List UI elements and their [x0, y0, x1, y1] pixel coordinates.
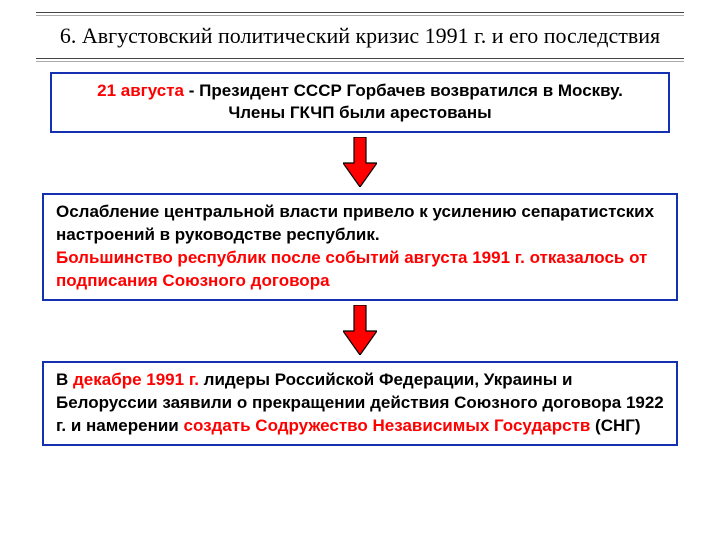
title-rule-top [36, 12, 684, 13]
title-rule-top-shadow [36, 15, 684, 16]
arrow-shape [343, 305, 377, 355]
box1-line1-rest: - Президент СССР Горбачев возвратился в … [184, 81, 623, 100]
box2-black: Ослабление центральной власти привело к … [56, 202, 654, 244]
box1-date: 21 августа [97, 81, 184, 100]
title-rule-bottom-shadow [36, 61, 684, 62]
box2-red: Большинство республик после событий авгу… [56, 248, 647, 290]
box1-line1: 21 августа - Президент СССР Горбачев воз… [64, 80, 656, 103]
down-arrow-icon [343, 137, 377, 187]
arrow-shape [343, 137, 377, 187]
down-arrow-icon [343, 305, 377, 355]
box-weakening: Ослабление центральной власти привело к … [42, 193, 678, 301]
arrow-2 [36, 305, 684, 355]
arrow-1 [36, 137, 684, 187]
slide-title: 6. Августовский политический кризис 1991… [36, 22, 684, 56]
box3-pre: В [56, 370, 73, 389]
box-aug21: 21 августа - Президент СССР Горбачев воз… [50, 72, 670, 134]
slide: 6. Августовский политический кризис 1991… [0, 0, 720, 540]
box1-line2: Члены ГКЧП были арестованы [64, 102, 656, 125]
title-block: 6. Августовский политический кризис 1991… [36, 12, 684, 62]
box3-create: создать Содружество Независимых Государс… [183, 416, 590, 435]
box3-date: декабре 1991 г. [73, 370, 199, 389]
box3-tail: (СНГ) [590, 416, 640, 435]
title-rule-bottom [36, 58, 684, 59]
box-december: В декабре 1991 г. лидеры Российской Феде… [42, 361, 678, 446]
